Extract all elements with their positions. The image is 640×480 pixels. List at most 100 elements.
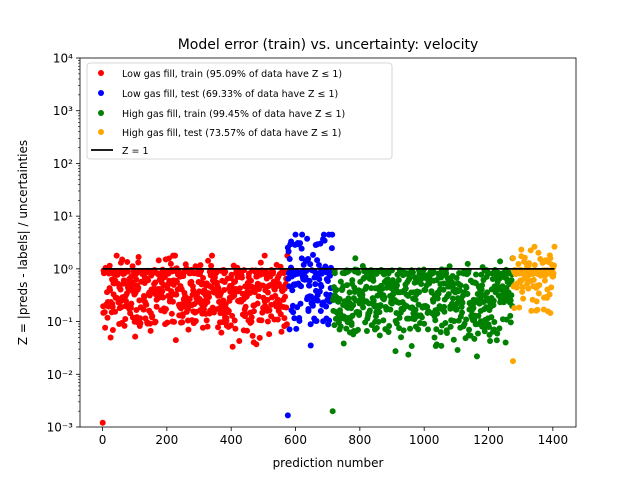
- data-point: [449, 295, 456, 302]
- legend-label-low-gas-test: Low gas fill, test (69.33% of data have …: [122, 89, 338, 100]
- data-point: [172, 337, 179, 344]
- data-point: [430, 298, 437, 305]
- data-point: [286, 256, 293, 263]
- legend-label-z-equals-1: Z = 1: [122, 146, 149, 157]
- data-point: [548, 284, 555, 291]
- data-point: [281, 285, 288, 292]
- data-point: [137, 315, 144, 322]
- series-3: [509, 243, 558, 365]
- data-point: [351, 284, 358, 291]
- data-point: [346, 289, 353, 296]
- data-point: [416, 289, 423, 296]
- plot-frame: [79, 57, 577, 428]
- data-point: [350, 302, 357, 309]
- data-point: [373, 324, 380, 331]
- data-point: [102, 324, 109, 331]
- data-point: [306, 277, 313, 284]
- data-point: [487, 338, 494, 345]
- data-point: [297, 300, 304, 307]
- data-point: [521, 254, 528, 261]
- data-point: [232, 325, 239, 332]
- data-point: [486, 323, 493, 330]
- y-tick-label: 10³: [53, 104, 73, 118]
- data-point: [249, 332, 256, 339]
- data-point: [459, 299, 466, 306]
- data-point: [355, 269, 362, 276]
- x-axis-label: prediction number: [273, 456, 384, 470]
- data-point: [223, 317, 230, 324]
- data-point: [463, 284, 470, 291]
- data-point: [530, 276, 537, 283]
- data-point: [143, 301, 150, 308]
- data-point: [312, 281, 319, 288]
- data-point: [546, 291, 553, 298]
- data-point: [174, 279, 181, 286]
- data-point: [515, 261, 522, 268]
- data-point: [261, 252, 268, 259]
- data-point: [511, 305, 518, 311]
- data-point: [185, 326, 192, 333]
- data-point: [547, 255, 554, 262]
- data-point: [393, 282, 400, 289]
- data-point: [314, 297, 321, 304]
- data-point: [447, 323, 454, 330]
- data-point: [317, 308, 324, 315]
- data-point: [405, 351, 412, 358]
- legend-label-high-gas-train: High gas fill, train (99.45% of data hav…: [122, 109, 345, 120]
- data-point: [232, 278, 239, 285]
- data-point: [306, 282, 313, 289]
- data-point: [491, 326, 498, 333]
- data-point: [484, 289, 491, 296]
- data-point: [206, 294, 213, 301]
- data-point: [318, 283, 325, 290]
- data-point: [408, 343, 415, 350]
- data-point: [297, 240, 304, 247]
- data-point: [510, 255, 517, 262]
- data-point: [253, 341, 260, 348]
- data-point: [376, 309, 383, 316]
- legend-box: [86, 62, 393, 160]
- data-point: [147, 327, 154, 334]
- data-point: [277, 311, 284, 318]
- data-point: [305, 306, 312, 313]
- data-point: [109, 303, 116, 310]
- data-point: [519, 284, 526, 291]
- y-tick-label: 10⁴: [53, 52, 73, 66]
- data-point: [283, 304, 290, 311]
- data-point: [320, 231, 327, 238]
- data-point: [104, 314, 111, 321]
- data-point: [285, 248, 292, 255]
- data-point: [164, 319, 171, 326]
- y-tick-label: 10⁻³: [47, 421, 74, 435]
- y-tick-label: 10⁰: [53, 262, 73, 276]
- data-point: [366, 307, 373, 314]
- data-point: [409, 269, 416, 276]
- data-point: [298, 245, 305, 252]
- data-point: [274, 316, 281, 323]
- data-point: [236, 285, 243, 292]
- data-point: [222, 268, 229, 275]
- data-point: [128, 300, 135, 307]
- data-point: [266, 331, 273, 338]
- data-point: [248, 277, 254, 284]
- data-point: [304, 235, 311, 242]
- data-point: [434, 295, 441, 302]
- data-point: [490, 302, 497, 309]
- data-point: [333, 286, 340, 293]
- data-point: [370, 277, 377, 284]
- data-point: [502, 339, 509, 346]
- data-point: [238, 274, 245, 281]
- data-point: [250, 308, 257, 315]
- data-point: [343, 325, 350, 332]
- data-point: [433, 326, 440, 333]
- data-point: [354, 326, 361, 333]
- data-point: [488, 314, 495, 321]
- data-point: [528, 307, 535, 314]
- data-point: [474, 330, 481, 337]
- data-point: [451, 318, 458, 325]
- data-point: [396, 325, 403, 332]
- data-point: [438, 342, 445, 349]
- data-point: [457, 282, 464, 289]
- data-point: [535, 249, 542, 256]
- data-point: [456, 269, 463, 276]
